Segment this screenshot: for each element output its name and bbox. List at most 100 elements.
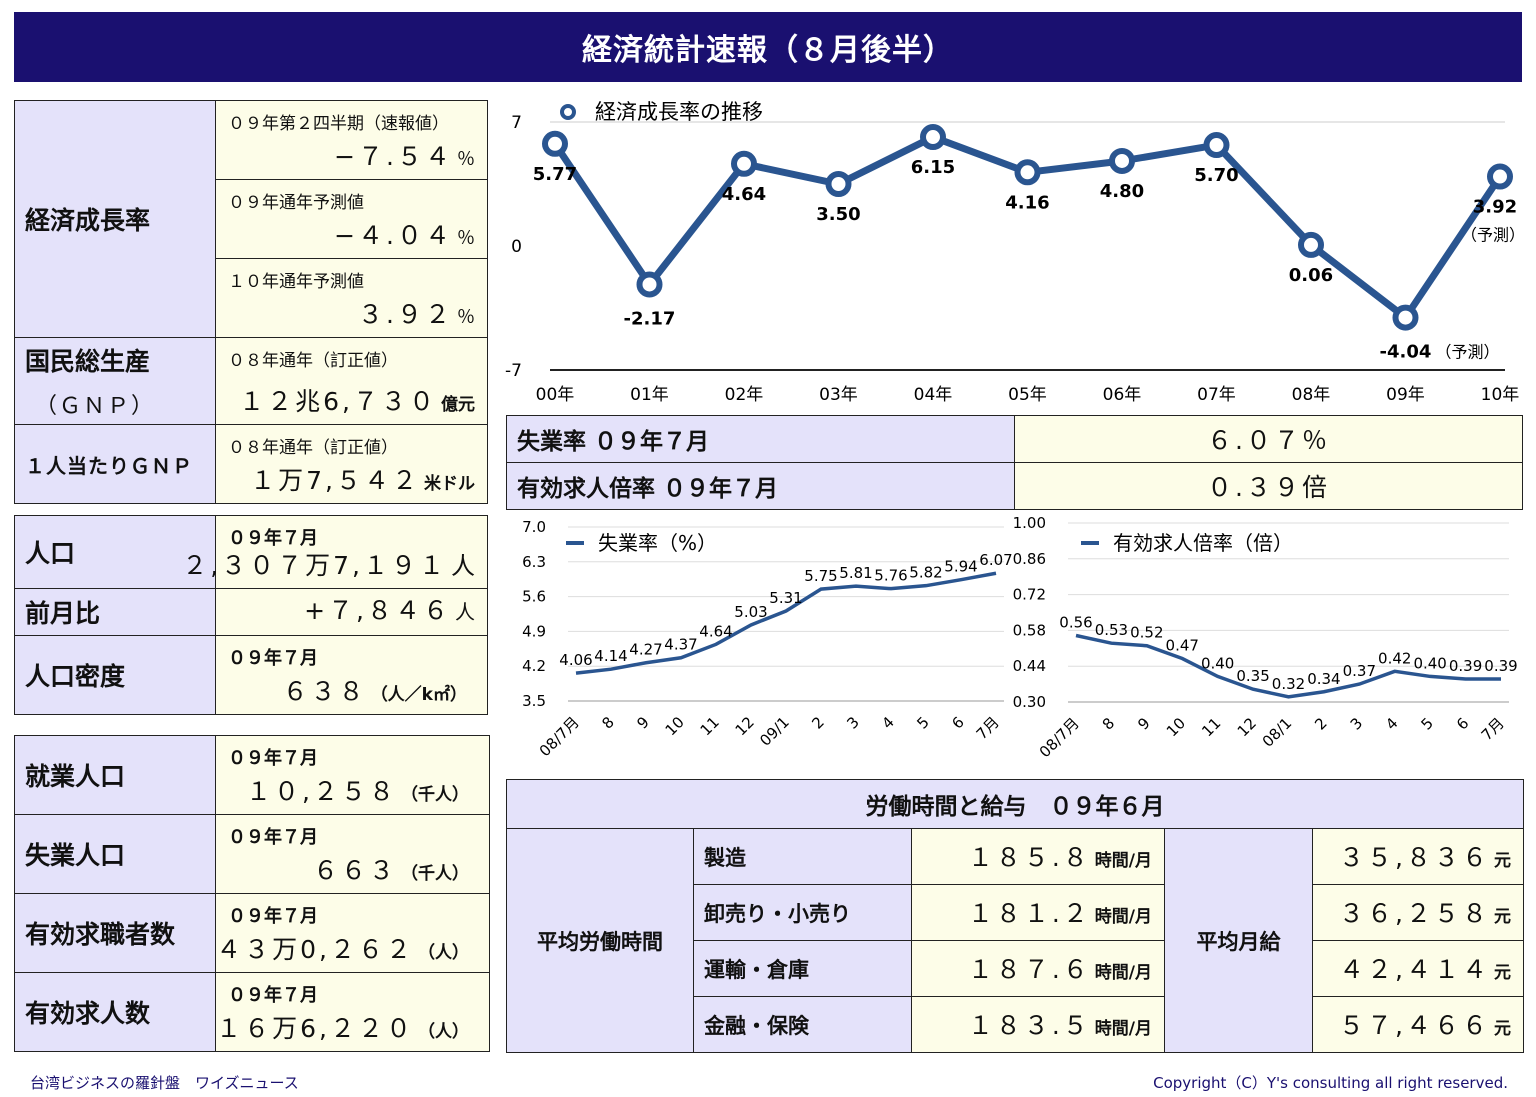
industry-finance: 金融・保険 xyxy=(693,996,912,1053)
y-tick-label: 0.30 xyxy=(1013,693,1046,711)
wage-retail: ３６,２５８ xyxy=(1339,899,1490,928)
job-openings-unit: （人） xyxy=(418,1022,469,1042)
data-label: 4.27 xyxy=(629,641,662,659)
data-label: 3.50 xyxy=(816,204,860,225)
population-sub: ０９年７月 xyxy=(228,528,318,549)
data-label: 5.75 xyxy=(804,567,837,585)
unemployed-sub: ０９年７月 xyxy=(228,827,318,848)
x-tick-label: 08/7月 xyxy=(1036,714,1083,761)
wage-finance: ５７,４６６ xyxy=(1339,1011,1490,1040)
growth-chart-plot: 7 0 -7 00年 01年 02年 03年 04年 05年 06年 07年 08年 09年 10年 経済成… xyxy=(505,100,1525,405)
hours-finance: １８３.５ xyxy=(967,1011,1091,1040)
mom-unit: 人 xyxy=(455,600,475,624)
x-tick-label: 07年 xyxy=(1197,385,1236,405)
x-tick-label: 3 xyxy=(843,713,862,732)
wage-finance-cell: ５７,４６６ 元 xyxy=(1312,996,1524,1053)
data-label: 0.47 xyxy=(1166,637,1199,655)
data-label: 0.39 xyxy=(1484,657,1517,675)
gnp-pc-cell: ０８年通年（訂正値） １万7,５４２ 米ドル xyxy=(215,424,488,504)
unemp-rate-value: ６.０７％ xyxy=(1207,426,1330,455)
mom-cell: +７,８４６ 人 xyxy=(215,588,488,636)
x-tick-label: 3 xyxy=(1347,714,1366,733)
data-point xyxy=(1014,159,1041,186)
wage-retail-cell: ３６,２５８ 元 xyxy=(1312,884,1524,941)
growth-09-value: −４.０４ xyxy=(334,221,453,250)
wage-unit: 元 xyxy=(1494,1019,1511,1039)
data-label: 0.40 xyxy=(1201,654,1234,672)
unemployed-value: ６６３ xyxy=(312,856,397,885)
data-point xyxy=(1487,163,1513,190)
x-tick-label: 08/7月 xyxy=(536,713,583,760)
density-cell: ０９年７月 ６３８ （人／k㎡） xyxy=(215,635,488,715)
x-tick-label: 2 xyxy=(808,713,827,732)
x-tick-label: 10年 xyxy=(1481,385,1520,405)
x-tick-label: 5 xyxy=(1418,714,1437,733)
industry-retail: 卸売り・小売り xyxy=(693,884,912,941)
data-label: 5.76 xyxy=(874,567,907,585)
wage-unit: 元 xyxy=(1494,851,1511,871)
y-tick-label: 7 xyxy=(511,113,522,133)
employed-label: 就業人口 xyxy=(14,735,216,815)
data-label: 4.64 xyxy=(722,184,766,205)
data-label: -2.17 xyxy=(624,308,676,329)
y-tick-label: 3.5 xyxy=(522,692,546,710)
data-label: 4.80 xyxy=(1100,181,1144,202)
hours-unit: 時間/月 xyxy=(1094,1019,1152,1039)
growth-10-unit: ％ xyxy=(457,307,475,328)
data-label: 6.15 xyxy=(911,157,955,178)
job-seekers-unit: （人） xyxy=(418,943,469,963)
unemployment-summary-table: 失業率 ０９年７月 ６.０７％ 有効求人倍率 ０９年７月 ０.３９倍 xyxy=(506,415,1523,510)
unemployed-unit: （千人） xyxy=(401,864,469,884)
mom-label: 前月比 xyxy=(14,588,216,636)
x-tick-label: 01年 xyxy=(630,385,669,405)
gnp-pc-unit: 米ドル xyxy=(424,474,475,494)
x-tick-label: 4 xyxy=(878,713,897,732)
data-point xyxy=(731,150,757,177)
gnp-label: 国民総生産 xyxy=(25,347,151,376)
x-tick-label: 9 xyxy=(1134,714,1153,733)
series-line xyxy=(1075,633,1501,699)
data-label: 0.35 xyxy=(1236,667,1269,685)
y-tick-label: 5.6 xyxy=(522,588,546,606)
x-tick-label: 11 xyxy=(1198,714,1224,740)
growth-10-cell: １０年通年予測値 ３.９２ ％ xyxy=(215,258,488,338)
growth-q2-cell: ０９年第２四半期（速報値） −７.５４ ％ xyxy=(215,100,488,180)
gnp-pc-label: １人当たりＧＮＰ xyxy=(14,424,216,504)
data-label: 5.70 xyxy=(1194,165,1238,186)
hours-finance-cell: １８３.５ 時間/月 xyxy=(911,996,1165,1053)
data-label: 0.32 xyxy=(1272,675,1305,693)
data-label: 0.42 xyxy=(1378,649,1411,667)
hours-manufacturing-cell: １８５.８ 時間/月 xyxy=(911,828,1165,885)
avg-hours-label: 平均労働時間 xyxy=(506,828,694,1053)
data-point xyxy=(636,271,663,298)
x-tick-label: 05年 xyxy=(1008,385,1047,405)
forecast-note: （予測） xyxy=(1436,343,1500,362)
wage-manufacturing: ３５,８３６ xyxy=(1339,843,1490,872)
x-tick-label: 06年 xyxy=(1103,385,1142,405)
y-tick-label: 0.86 xyxy=(1013,550,1046,568)
data-label: 0.52 xyxy=(1130,624,1163,642)
x-tick-label: 09年 xyxy=(1386,385,1425,405)
hours-transport: １８７.６ xyxy=(967,955,1091,984)
x-tick-label: 09/1 xyxy=(756,713,793,750)
y-tick-label: 6.3 xyxy=(522,553,546,571)
wage-unit: 元 xyxy=(1494,907,1511,927)
growth-chart: 7 0 -7 00年 01年 02年 03年 04年 05年 06年 07年 08年 09年 10年 経済成… xyxy=(505,100,1525,405)
x-tick-label: 9 xyxy=(633,713,652,732)
x-tick-label: 00年 xyxy=(536,385,575,405)
data-label: 0.56 xyxy=(1059,614,1092,632)
data-point xyxy=(825,171,852,197)
job-seekers-sub: ０９年７月 xyxy=(228,906,318,927)
series-line xyxy=(575,571,997,675)
data-point xyxy=(920,124,946,151)
hours-unit: 時間/月 xyxy=(1094,851,1152,871)
data-point xyxy=(1298,231,1324,258)
growth-q2-value: −７.５４ xyxy=(334,142,453,171)
page-title: 経済統計速報（８月後半） xyxy=(14,12,1522,82)
gnp-sub: ０８年通年（訂正値） xyxy=(228,351,398,371)
data-label: 0.37 xyxy=(1343,662,1376,680)
job-seekers-label: 有効求職者数 xyxy=(14,893,216,973)
job-seekers-cell: ０９年７月 ４３万0,２６２ （人） xyxy=(215,893,490,973)
data-label: 0.53 xyxy=(1095,621,1128,639)
